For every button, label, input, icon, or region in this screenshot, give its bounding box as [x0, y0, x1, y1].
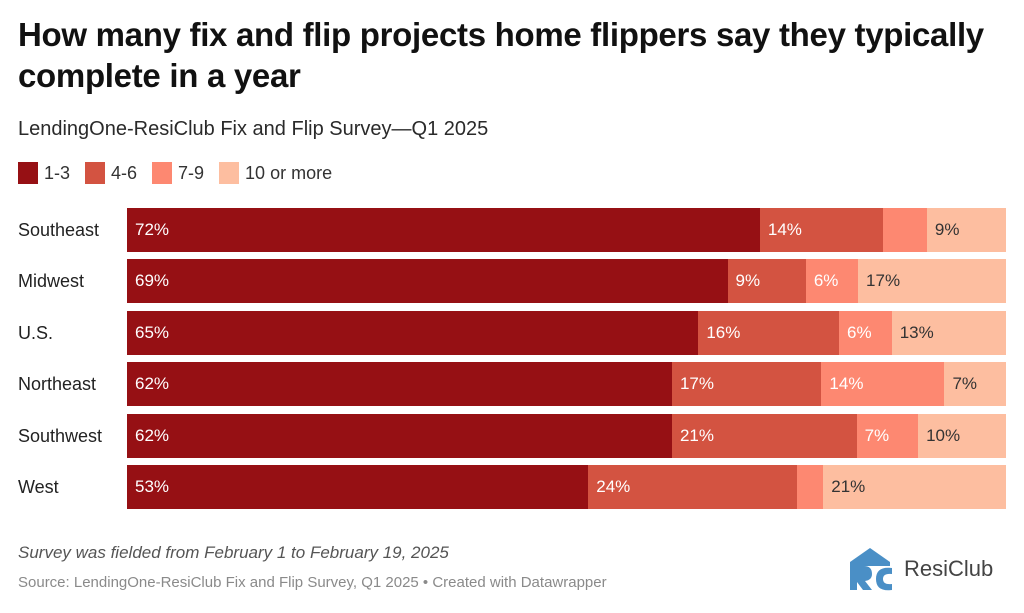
- bar-segment: [944, 362, 1006, 407]
- data-label: 69%: [135, 271, 170, 291]
- data-label: 62%: [135, 374, 170, 394]
- bar-segment: [127, 259, 728, 304]
- data-label: 13%: [899, 322, 934, 342]
- legend-swatch: [152, 162, 173, 184]
- data-label: 21%: [679, 425, 714, 445]
- data-label: 6%: [813, 271, 839, 291]
- bar-segment: [127, 413, 672, 458]
- bar-segment: [858, 259, 1006, 304]
- bar-segment: [821, 362, 945, 407]
- legend-label: 1-3: [44, 162, 71, 183]
- chart-subtitle: LendingOne-ResiClub Fix and Flip Survey—…: [18, 118, 489, 140]
- data-label: 62%: [135, 425, 170, 445]
- bar-segment: [805, 259, 859, 304]
- data-label: 17%: [679, 374, 714, 394]
- legend: 1-3 4-6 7-9 10 or more: [18, 162, 347, 184]
- legend-item: 1-3: [18, 162, 70, 184]
- data-label: 7%: [864, 425, 890, 445]
- bar-segment: [698, 310, 839, 355]
- data-label: 65%: [135, 322, 170, 342]
- legend-item: 7-9: [152, 162, 204, 184]
- bar-segment: [823, 465, 1006, 509]
- legend-swatch: [18, 162, 38, 184]
- data-label: 21%: [831, 477, 866, 496]
- category-label: Southeast: [18, 220, 100, 240]
- bar-segment: [127, 465, 589, 509]
- data-label: 6%: [846, 322, 872, 342]
- bar-segment: [838, 310, 892, 355]
- source-credit: Source: LendingOne-ResiClub Fix and Flip…: [18, 574, 607, 591]
- resiclub-logo: ResiClub: [846, 546, 993, 592]
- bar-segment: [727, 259, 806, 304]
- data-label: 16%: [706, 322, 741, 342]
- bar-segment: [759, 208, 883, 252]
- legend-swatch: [85, 162, 106, 184]
- bar-segment: [856, 413, 919, 458]
- category-label: Southwest: [18, 425, 103, 446]
- bar-segment: [918, 413, 1006, 458]
- category-label: West: [18, 477, 59, 497]
- legend-label: 7-9: [178, 162, 205, 183]
- bar-segment: [671, 413, 857, 458]
- data-label: 7%: [952, 374, 978, 394]
- data-label: 9%: [934, 220, 960, 239]
- bar-segment: [127, 310, 699, 355]
- data-label: 14%: [829, 374, 864, 394]
- category-label: Northeast: [18, 374, 97, 395]
- bar-segment: [127, 208, 760, 252]
- legend-swatch: [219, 162, 240, 184]
- chart-title: How many fix and flip projects home flip…: [18, 16, 984, 94]
- bar-segment: [797, 465, 824, 509]
- category-label: Midwest: [18, 271, 85, 292]
- category-label: U.S.: [18, 322, 54, 343]
- bar-segment: [926, 208, 1006, 252]
- legend-item: 4-6: [85, 162, 137, 184]
- bar-segment: [127, 362, 672, 407]
- logo-text: ResiClub: [904, 556, 994, 581]
- bar-segment: [891, 310, 1006, 355]
- data-label: 14%: [767, 220, 802, 239]
- data-label: 9%: [735, 271, 761, 291]
- resiclub-logo-icon: [850, 548, 892, 591]
- bar-segment: [882, 208, 927, 252]
- legend-label: 4-6: [111, 162, 138, 183]
- data-label: 10%: [926, 425, 961, 445]
- data-label: 17%: [866, 271, 901, 291]
- data-label: 72%: [135, 220, 170, 239]
- legend-item: 10 or more: [219, 162, 332, 184]
- data-label: 53%: [135, 477, 170, 496]
- legend-label: 10 or more: [245, 162, 333, 183]
- data-label: 24%: [596, 477, 631, 496]
- bar-segment: [588, 465, 798, 509]
- bar-segment: [671, 362, 822, 407]
- survey-note: Survey was fielded from February 1 to Fe…: [18, 543, 449, 562]
